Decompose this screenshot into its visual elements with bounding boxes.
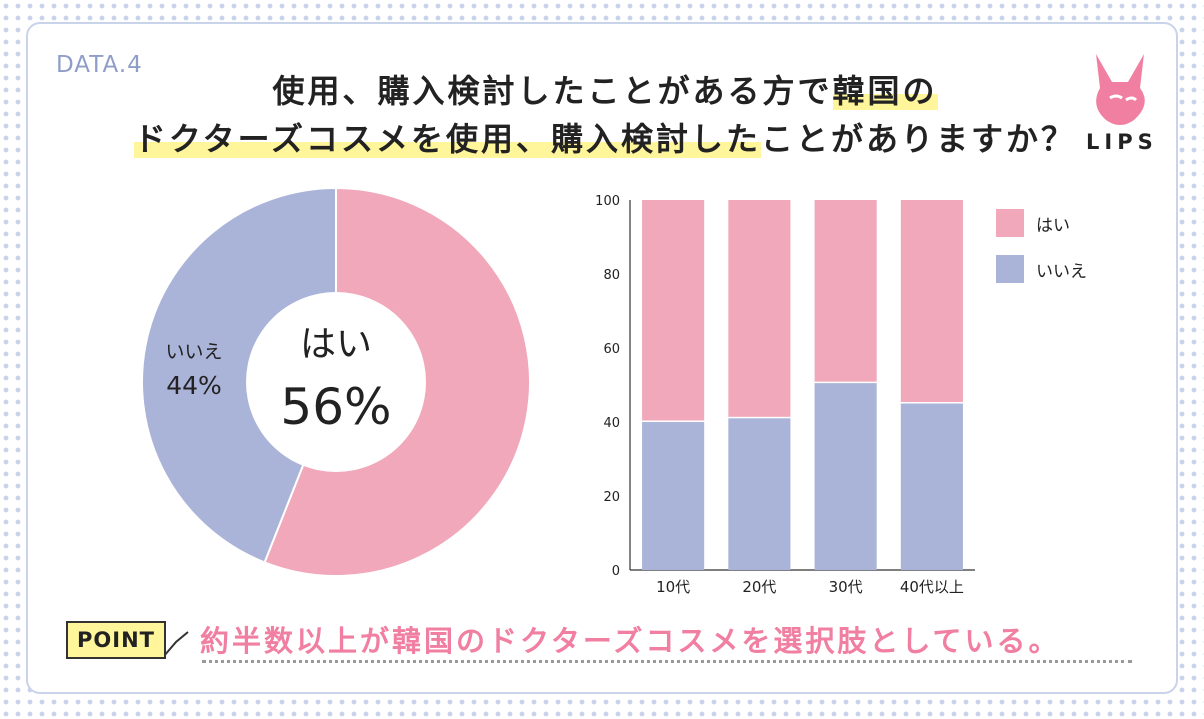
point-text: 約半数以上が韓国のドクターズコスメを選択肢としている。 (200, 624, 1061, 658)
title-line-1-text: 使用、購入検討したことがある方で (272, 72, 833, 110)
y-tick-label: 0 (612, 564, 620, 579)
lips-logo-icon (1096, 54, 1145, 125)
donut-side-label: いいえ (165, 341, 222, 363)
stacked-bar-chart: 0 20 40 60 80 100 10代 20代 30代 40代以上 (595, 194, 975, 596)
bar-no-0 (642, 422, 705, 570)
point-underline (202, 660, 1132, 663)
y-tick-label: 100 (595, 194, 620, 209)
point-tick-icon (164, 631, 189, 657)
donut-slice-no (141, 186, 337, 564)
donut-center-label: はい (300, 324, 372, 365)
bar-yes-0 (642, 200, 705, 421)
x-category-label: 20代 (742, 578, 776, 596)
bar-yes-1 (728, 200, 791, 417)
legend-item-yes: はい (996, 200, 1087, 246)
bar-legend: はい いいえ (996, 200, 1087, 292)
legend-swatch-yes (996, 209, 1024, 237)
point-label: POINT (66, 621, 166, 659)
legend-label-yes: はい (1036, 215, 1070, 236)
title-line-1-highlight: 韓国の (832, 72, 938, 110)
legend-swatch-no (996, 255, 1024, 283)
x-category-label: 10代 (656, 578, 690, 596)
bar-no-3 (900, 403, 963, 570)
y-tick-label: 80 (603, 268, 620, 283)
bar-no-1 (728, 418, 791, 570)
donut-hole (246, 292, 426, 472)
legend-item-no: いいえ (996, 246, 1087, 292)
x-category-label: 40代以上 (900, 578, 964, 596)
title-line-2-highlight: ドクターズコスメを使用、購入検討した (133, 120, 762, 158)
x-category-label: 30代 (829, 578, 863, 596)
bar-no-2 (814, 383, 877, 570)
bar-yes-2 (814, 200, 877, 382)
title-line-1: 使用、購入検討したことがある方で韓国の (120, 66, 1090, 112)
data-label: DATA.4 (56, 52, 143, 78)
donut-center-value: 56% (280, 378, 391, 436)
y-tick-label: 60 (603, 342, 620, 357)
donut-chart: はい 56% いいえ 44% (141, 186, 531, 577)
legend-label-no: いいえ (1036, 261, 1087, 282)
logo-text: LIPS (1086, 130, 1158, 154)
y-tick-label: 20 (603, 490, 620, 505)
y-tick-label: 40 (603, 416, 620, 431)
title-line-2: ドクターズコスメを使用、購入検討したことがありますか？ (120, 114, 1090, 160)
title-line-2-text: ことがありますか？ (761, 120, 1077, 158)
donut-side-value: 44% (166, 371, 222, 400)
bar-yes-3 (900, 200, 963, 402)
